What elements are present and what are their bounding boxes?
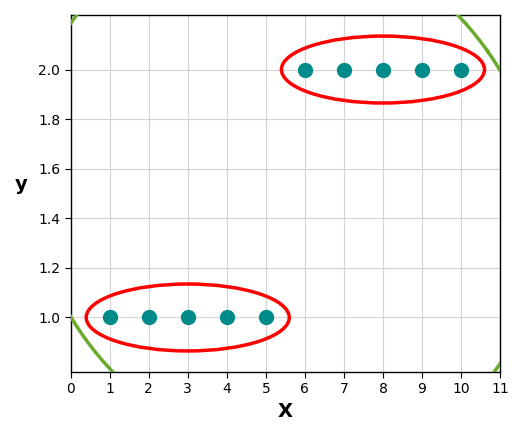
Point bbox=[457, 66, 465, 73]
Point bbox=[183, 314, 192, 321]
Point bbox=[223, 314, 231, 321]
X-axis label: X: X bbox=[278, 402, 293, 421]
Point bbox=[379, 66, 387, 73]
Point bbox=[340, 66, 348, 73]
Point bbox=[301, 66, 309, 73]
Point bbox=[145, 314, 153, 321]
Point bbox=[105, 314, 114, 321]
Point bbox=[261, 314, 270, 321]
Y-axis label: y: y bbox=[15, 174, 28, 194]
Point bbox=[418, 66, 426, 73]
